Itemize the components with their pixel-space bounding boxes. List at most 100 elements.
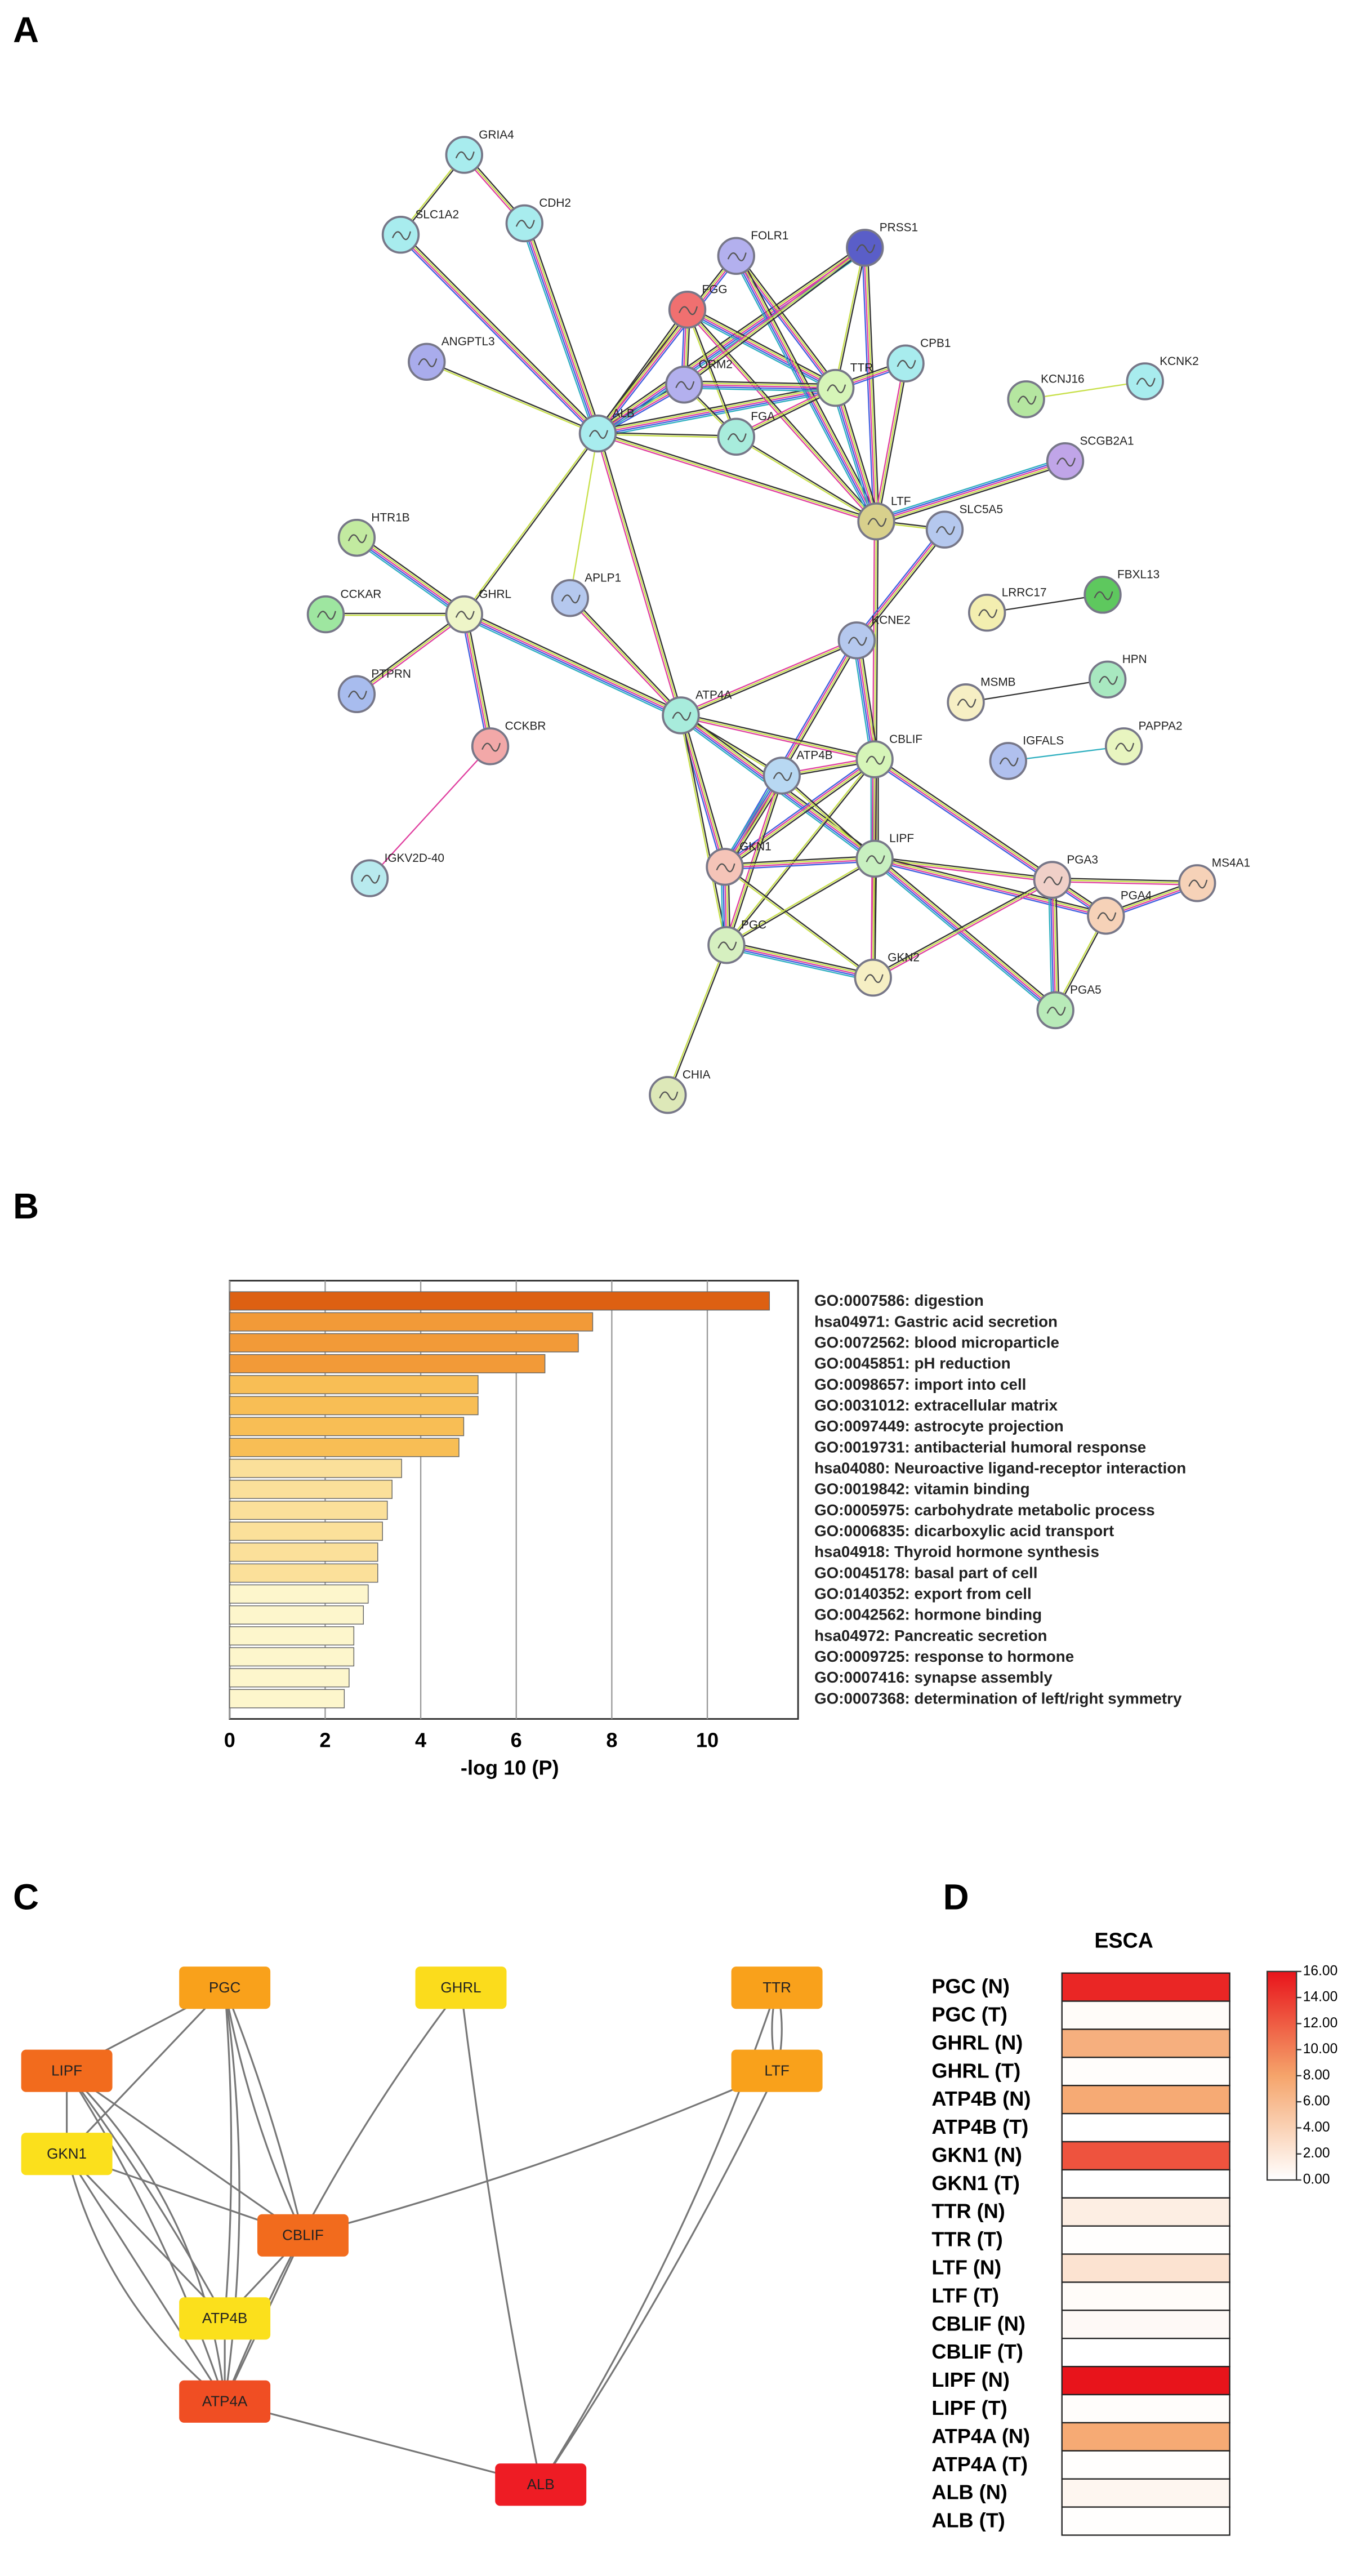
- edge: [462, 617, 680, 719]
- edge: [684, 387, 836, 393]
- edge: [463, 432, 598, 615]
- heatmap-cell: [1061, 2197, 1230, 2227]
- edge: [724, 855, 875, 865]
- bar: [229, 1584, 369, 1604]
- category-label: GO:0005975: carbohydrate metabolic proce…: [814, 1501, 1155, 1519]
- edge: [426, 360, 599, 434]
- heatmap-cell: [1061, 2169, 1230, 2199]
- edge: [355, 539, 464, 617]
- category-label: GO:0097449: astrocyte projection: [814, 1417, 1064, 1435]
- edge: [856, 640, 876, 760]
- edge: [876, 462, 1066, 524]
- edge: [464, 433, 599, 616]
- edge: [680, 714, 875, 760]
- edge: [726, 942, 874, 977]
- edge: [836, 387, 879, 522]
- node-icon: [678, 306, 698, 315]
- edge: [727, 941, 874, 975]
- node-icon: [455, 151, 475, 161]
- heatmap-cell: [1061, 2478, 1230, 2508]
- edge: [66, 2070, 304, 2236]
- colorbar-tick-label: 2.00: [1303, 2146, 1330, 2161]
- node-label: CBLIF: [282, 2227, 324, 2244]
- category-label: GO:0006835: dicarboxylic acid transport: [814, 1522, 1114, 1540]
- edge: [873, 363, 905, 522]
- edge: [872, 760, 1051, 883]
- row-label: GHRL (N): [931, 2031, 1023, 2054]
- colorbar-tick-label: 12.00: [1303, 2016, 1338, 2031]
- edge: [402, 232, 600, 432]
- edge: [539, 2070, 778, 2485]
- node-label: ORM2: [699, 358, 733, 371]
- colorbar-tick-label: 8.00: [1303, 2067, 1330, 2083]
- node-icon: [935, 526, 955, 535]
- edge: [688, 306, 838, 385]
- node-icon: [866, 855, 885, 864]
- edge: [875, 457, 1064, 519]
- row-label: TTR (T): [931, 2228, 1002, 2251]
- node: [257, 2214, 349, 2257]
- bar: [229, 1689, 345, 1709]
- row-label: LIPF (N): [931, 2368, 1010, 2391]
- node: [21, 2049, 113, 2092]
- edge: [873, 880, 1054, 980]
- bar: [229, 1333, 579, 1352]
- edge: [369, 746, 491, 879]
- edge: [877, 363, 908, 522]
- node-label: KCNJ16: [1041, 373, 1085, 386]
- edge: [725, 858, 875, 869]
- network-c: PGC GHRL TTR LIPF LTF GKN1 CBLIF ATP4B ATP4A ALB: [21, 1967, 823, 2506]
- edge: [680, 716, 875, 762]
- heatmap-cell: [1061, 2365, 1230, 2396]
- edge: [876, 521, 879, 760]
- category-label: hsa04918: Thyroid hormone synthesis: [814, 1543, 1099, 1560]
- edge: [354, 540, 463, 618]
- heatmap-cell: [1061, 2310, 1230, 2339]
- edge: [668, 945, 728, 1096]
- heatmap-cell: [1061, 2253, 1230, 2283]
- node-label: FGG: [702, 283, 728, 296]
- node-icon: [659, 1091, 679, 1101]
- node-label: ATP4A: [202, 2393, 248, 2410]
- node-icon: [848, 637, 867, 646]
- node-label: LIPF: [889, 832, 914, 845]
- edge: [835, 388, 877, 522]
- node-icon: [827, 384, 846, 394]
- heatmap-cell: [1061, 2028, 1230, 2058]
- edge: [725, 861, 875, 870]
- edge: [863, 247, 876, 522]
- edge: [465, 612, 682, 715]
- edge: [681, 713, 876, 759]
- row-label: ATP4A (T): [931, 2453, 1028, 2476]
- edge: [66, 2153, 226, 2403]
- row-label: CBLIF (N): [931, 2312, 1025, 2335]
- node-icon: [316, 611, 336, 620]
- row-label: ALB (N): [931, 2481, 1007, 2504]
- edge: [66, 2153, 226, 2319]
- row-label: PGC (T): [931, 2003, 1007, 2026]
- edge: [681, 641, 858, 718]
- node-label: HPN: [1122, 653, 1147, 666]
- bar: [229, 1354, 546, 1373]
- node-label: LTF: [891, 495, 911, 508]
- node-label: GKN1: [47, 2145, 87, 2162]
- edge: [872, 861, 1054, 1014]
- edge: [855, 528, 945, 640]
- bar: [229, 1647, 355, 1667]
- edge: [859, 639, 879, 759]
- edge: [875, 758, 1053, 880]
- edge: [724, 857, 875, 867]
- edge: [852, 640, 872, 760]
- node-icon: [867, 518, 887, 527]
- category-label: hsa04080: Neuroactive ligand-receptor in…: [814, 1460, 1186, 1477]
- node: [731, 1967, 823, 2009]
- node-label: PRSS1: [880, 221, 918, 234]
- node-icon: [1136, 377, 1156, 387]
- node-label: CCKAR: [340, 588, 381, 600]
- edge: [597, 433, 877, 522]
- heatmap-cell: [1061, 2057, 1230, 2086]
- node-icon: [1115, 742, 1135, 752]
- node-icon: [675, 381, 695, 390]
- edge: [224, 1987, 233, 2319]
